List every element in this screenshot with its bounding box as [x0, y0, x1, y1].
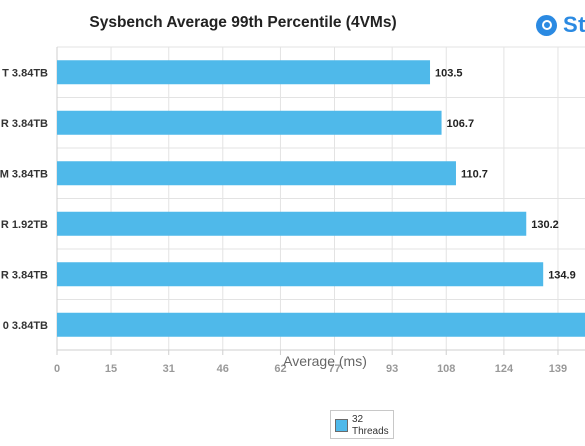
bar-value-label: 103.5	[435, 67, 463, 79]
x-tick-label: 77	[328, 363, 340, 375]
bar	[57, 110, 442, 135]
category-label: T 3.84TB	[2, 67, 48, 79]
x-tick-label: 15	[105, 363, 117, 375]
x-axis-title: Average (ms)	[283, 353, 367, 369]
bar	[57, 161, 456, 186]
legend-label: 32 Threads	[352, 414, 392, 438]
x-tick-label: 108	[437, 363, 455, 375]
x-tick-label: 93	[386, 363, 398, 375]
x-tick-label: 139	[549, 363, 567, 375]
legend[interactable]: 32 Threads	[330, 410, 394, 439]
category-label: R 3.84TB	[1, 269, 48, 281]
legend-swatch	[335, 419, 348, 432]
bar-value-label: 134.9	[548, 269, 576, 281]
bar-value-label: 106.7	[447, 118, 475, 130]
x-tick-label: 124	[495, 363, 514, 375]
chart-title: Sysbench Average 99th Percentile (4VMs)	[89, 14, 397, 31]
x-tick-label: 62	[274, 363, 286, 375]
category-label: R 1.92TB	[1, 219, 48, 231]
brand-logo: Sto	[536, 12, 585, 38]
bar-value-label: 110.7	[461, 168, 488, 180]
bar-value-label: 130.2	[531, 219, 559, 231]
x-tick-label: 31	[163, 363, 175, 375]
bar	[57, 211, 527, 236]
bar	[57, 312, 585, 337]
brand-text: Sto	[563, 12, 585, 37]
brand-icon	[536, 14, 557, 36]
bar	[57, 262, 544, 287]
category-label: 0 3.84TB	[3, 320, 48, 332]
category-label: R 3.84TB	[1, 118, 48, 130]
category-label: M 3.84TB	[0, 168, 48, 180]
x-tick-label: 46	[217, 363, 229, 375]
bar	[57, 60, 431, 85]
legend-label-line2: Threads	[352, 426, 389, 437]
legend-label-line1: 32	[352, 414, 364, 425]
x-tick-label: 0	[54, 363, 60, 375]
